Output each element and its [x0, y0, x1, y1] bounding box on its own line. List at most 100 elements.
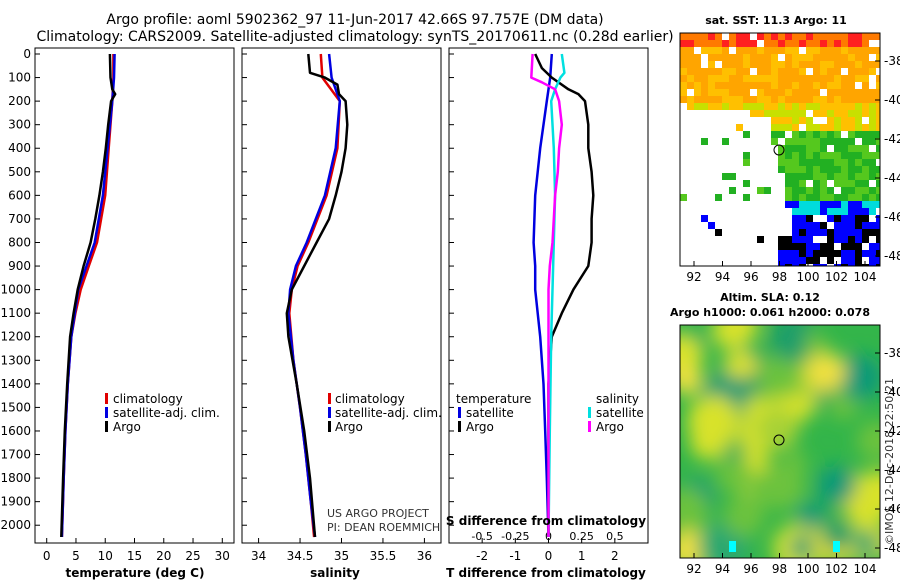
sst-cell [694, 103, 701, 110]
sla-field-blob [816, 465, 857, 506]
longitude-tick-label: 96 [743, 270, 758, 284]
sst-cell [841, 103, 848, 110]
sst-cell [841, 166, 848, 173]
sst-cell [743, 54, 750, 61]
sst-cell [785, 173, 792, 180]
sst-cell [876, 243, 880, 250]
sst-cell [834, 68, 841, 75]
sst-cell [764, 103, 771, 110]
sst-cell [680, 40, 687, 47]
sst-cell [708, 40, 715, 47]
sst-cell [792, 47, 799, 54]
sst-cell [813, 103, 820, 110]
sst-cell [813, 75, 820, 82]
sst-cell [855, 145, 862, 152]
sst-cell [813, 208, 820, 215]
sst-cell [806, 187, 813, 194]
sst-cell [778, 264, 785, 266]
sst-cell [855, 96, 862, 103]
sst-cell [820, 103, 827, 110]
sst-cell [771, 96, 778, 103]
sst-cell [869, 96, 876, 103]
sst-cell [820, 47, 827, 54]
sst-map-axes: -38 -40 -42 -44 -46 -48 92 94 96 98 100 102 104 [686, 54, 900, 284]
s-difference-axis-label: S difference from climatology [446, 514, 646, 528]
sla-field-blob [806, 352, 846, 392]
sst-cell [743, 47, 750, 54]
sst-cell [876, 187, 880, 194]
sst-cell [764, 61, 771, 68]
sst-cell [848, 264, 855, 266]
sst-cell [785, 54, 792, 61]
sst-cell [778, 40, 785, 47]
sst-cell [792, 173, 799, 180]
sst-cell [869, 243, 876, 250]
sst-cell [841, 54, 848, 61]
sst-cell [827, 110, 834, 117]
sst-cell [876, 61, 880, 68]
sst-cell [869, 187, 876, 194]
sst-cell [778, 257, 785, 264]
sst-cell [778, 166, 785, 173]
sst-cell [869, 264, 876, 266]
sst-cell [799, 54, 806, 61]
sst-cell [785, 89, 792, 96]
sst-cell [869, 131, 876, 138]
sst-cell [820, 40, 827, 47]
legend-swatch-sal-satellite [588, 407, 591, 418]
sst-cell [806, 194, 813, 201]
sst-cell [876, 236, 880, 243]
t-difference-tick-label: 0 [545, 549, 553, 563]
sst-cell [785, 110, 792, 117]
sst-cell [687, 82, 694, 89]
sst-cell [764, 82, 771, 89]
sst-cell [806, 33, 813, 40]
sst-cell [792, 257, 799, 264]
sst-cell [750, 96, 757, 103]
sst-cell [792, 187, 799, 194]
sst-cell [715, 33, 722, 40]
sla-map [680, 325, 880, 558]
sst-cell [848, 75, 855, 82]
sst-cell [687, 54, 694, 61]
sst-cell [785, 152, 792, 159]
sst-cell [785, 33, 792, 40]
sst-cell [834, 82, 841, 89]
x-axes: 0 5 10 15 20 25 30 34 34.5 35 35.5 36 -2 -1 0 1 2 -0.5 -0.… [43, 530, 624, 563]
sla-field-blob [837, 354, 880, 401]
sla-field-blob [803, 331, 826, 354]
diff-salinity-argo-line [530, 53, 564, 537]
sst-cell [862, 138, 869, 145]
sst-cell [792, 264, 799, 266]
sst-cell [841, 82, 848, 89]
sst-cell [736, 96, 743, 103]
sst-cell [715, 229, 722, 236]
sst-cell [855, 264, 862, 266]
sst-cell [799, 166, 806, 173]
sst-cell [757, 61, 764, 68]
sst-cell [799, 68, 806, 75]
temperature-tick-label: 0 [43, 549, 51, 563]
sst-cell [806, 131, 813, 138]
sst-cell [694, 40, 701, 47]
sst-cell [841, 145, 848, 152]
sst-cell [827, 124, 834, 131]
sst-cell [841, 180, 848, 187]
sst-cell [869, 229, 876, 236]
sst-cell [869, 61, 876, 68]
salinity-axis-label: salinity [310, 566, 360, 580]
sst-cell [876, 257, 880, 264]
sst-cell [715, 54, 722, 61]
sst-cell [729, 89, 736, 96]
sst-cell [855, 166, 862, 173]
sst-cell [785, 138, 792, 145]
sst-cell [680, 47, 687, 54]
sst-cell [799, 187, 806, 194]
sst-cell [813, 250, 820, 257]
sst-cell [820, 110, 827, 117]
sst-cell [827, 173, 834, 180]
sst-cell [764, 33, 771, 40]
sst-cell [680, 82, 687, 89]
sst-cell [694, 75, 701, 82]
sst-cell [834, 89, 841, 96]
